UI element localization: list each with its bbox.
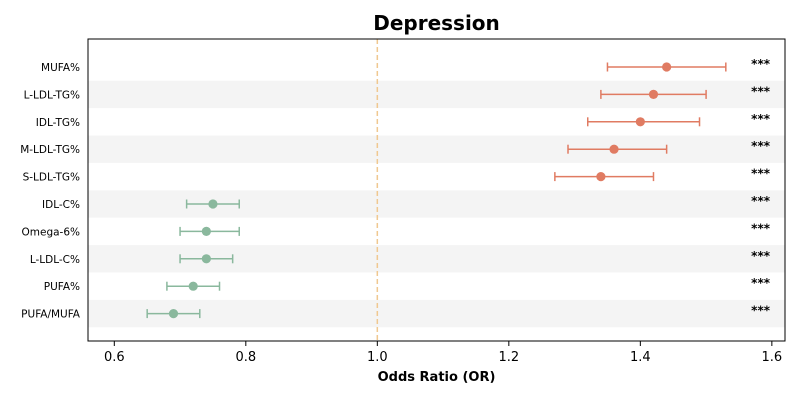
significance-label: *** xyxy=(751,249,771,263)
x-tick-label: 1.0 xyxy=(367,350,388,365)
forest-row: Omega-6% *** xyxy=(22,221,771,238)
category-label: PUFA% xyxy=(44,281,80,293)
x-tick-label: 1.2 xyxy=(498,350,519,365)
significance-label: *** xyxy=(751,139,771,153)
x-tick-label: 0.6 xyxy=(104,350,125,365)
significance-label: *** xyxy=(751,304,771,318)
data-rows: MUFA% *** L-LDL-TG% *** IDL-TG% *** M-LDL-TG% *… xyxy=(20,57,771,321)
or-point xyxy=(609,144,619,154)
category-label: Omega-6% xyxy=(22,226,81,238)
significance-label: *** xyxy=(751,194,771,208)
x-tick-label: 0.8 xyxy=(235,350,256,365)
chart-title: Depression xyxy=(373,11,500,35)
category-label: L-LDL-C% xyxy=(30,254,80,266)
forest-row: IDL-TG% *** xyxy=(36,112,771,129)
significance-label: *** xyxy=(751,276,771,290)
row-band xyxy=(88,135,785,163)
forest-row: S-LDL-TG% *** xyxy=(23,167,771,184)
category-label: S-LDL-TG% xyxy=(23,172,80,184)
forest-row: L-LDL-C% *** xyxy=(30,249,771,266)
or-point xyxy=(188,281,198,291)
significance-label: *** xyxy=(751,167,771,181)
or-point xyxy=(168,309,179,319)
forest-row: MUFA% *** xyxy=(41,57,771,74)
forest-row: PUFA% *** xyxy=(44,276,771,293)
significance-label: *** xyxy=(751,112,771,126)
category-label: IDL-C% xyxy=(42,199,80,211)
forest-row: L-LDL-TG% *** xyxy=(24,84,771,101)
row-bands xyxy=(88,80,785,328)
axes-frame xyxy=(87,38,786,342)
or-point xyxy=(662,62,672,72)
significance-label: *** xyxy=(751,221,771,235)
or-point xyxy=(648,89,659,99)
or-point xyxy=(201,226,211,236)
forest-row: PUFA/MUFA *** xyxy=(21,304,771,321)
or-point xyxy=(208,199,218,209)
or-point xyxy=(596,172,606,182)
x-axis-ticks: 0.6 0.8 1.0 1.2 1.4 1.6 xyxy=(104,341,782,365)
x-axis-label: Odds Ratio (OR) xyxy=(378,370,496,385)
significance-label: *** xyxy=(751,84,771,98)
category-label: IDL-TG% xyxy=(36,117,80,129)
category-label: PUFA/MUFA xyxy=(21,309,81,321)
category-label: MUFA% xyxy=(41,62,80,74)
or-point xyxy=(635,117,645,127)
category-label: L-LDL-TG% xyxy=(24,89,80,101)
forest-row: M-LDL-TG% *** xyxy=(20,139,771,156)
x-tick-label: 1.4 xyxy=(630,350,651,365)
x-tick-label: 1.6 xyxy=(762,350,783,365)
significance-label: *** xyxy=(751,57,771,71)
or-point xyxy=(201,254,211,264)
row-band xyxy=(88,299,785,328)
forest-row: IDL-C% *** xyxy=(42,194,771,211)
category-label: M-LDL-TG% xyxy=(20,144,80,156)
